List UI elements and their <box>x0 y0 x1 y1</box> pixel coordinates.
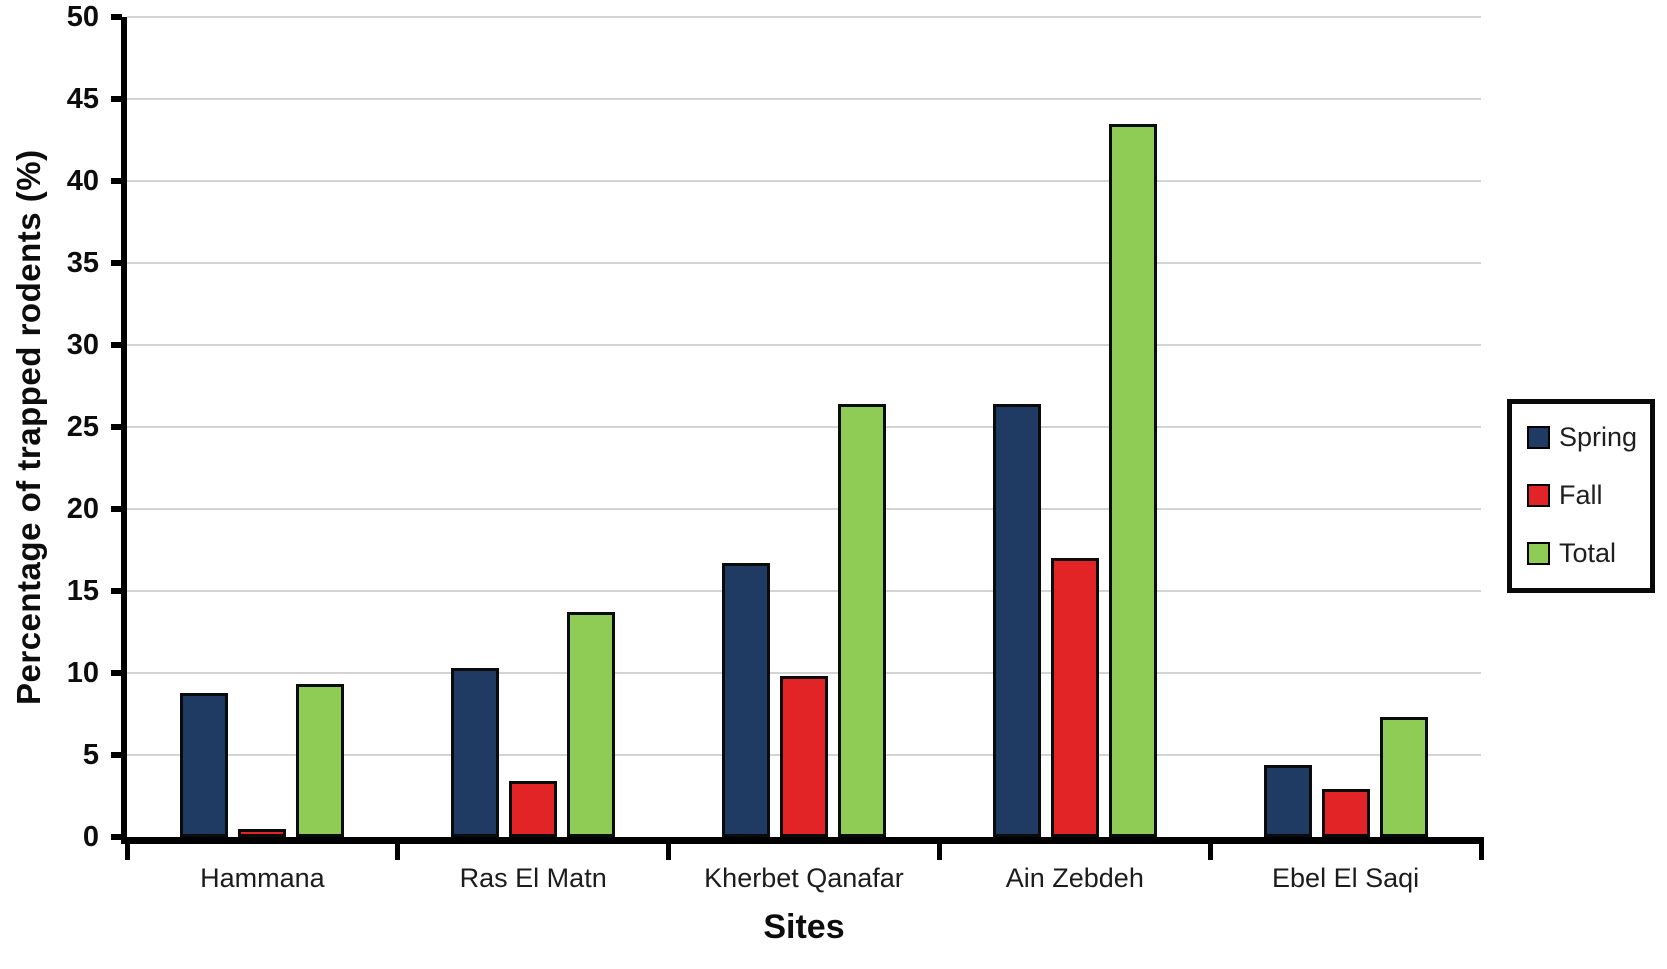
bar-fall-hammana <box>238 829 287 837</box>
legend-swatch-spring-icon <box>1527 425 1550 449</box>
x-axis-title: Sites <box>763 908 845 946</box>
legend-item-spring: Spring <box>1527 422 1640 452</box>
legend-label: Fall <box>1559 480 1603 510</box>
y-axis-tick <box>111 588 122 594</box>
bar-total-ebel-el-saqi <box>1379 717 1428 837</box>
x-axis-tick <box>395 837 401 860</box>
y-axis-tick-label: 20 <box>66 493 99 525</box>
y-axis-tick <box>111 670 122 676</box>
gridline <box>127 98 1481 100</box>
legend-item-total: Total <box>1527 538 1640 568</box>
y-axis-tick <box>111 260 122 266</box>
legend: Spring Fall Total <box>1507 399 1655 593</box>
x-axis-category-label: Kherbet Qanafar <box>704 863 904 893</box>
y-axis-tick <box>111 752 122 758</box>
y-axis-tick-label: 0 <box>82 821 99 853</box>
x-axis-category-label: Ras El Matn <box>459 863 607 893</box>
gridline <box>127 262 1481 264</box>
bar-fall-kherbet-qanafar <box>780 676 828 837</box>
y-axis-tick <box>111 14 122 20</box>
bar-total-hammana <box>296 684 345 837</box>
bar-fall-ebel-el-saqi <box>1321 789 1370 837</box>
y-axis-tick-label: 50 <box>66 1 99 33</box>
bar-spring-ras-el-matn <box>451 668 500 837</box>
gridline <box>127 344 1481 346</box>
y-axis-tick-label: 40 <box>66 165 99 197</box>
bar-total-ain-zebdeh <box>1108 124 1157 837</box>
x-axis-category-label: Ain Zebdeh <box>1005 863 1144 893</box>
legend-swatch-total-icon <box>1527 541 1550 565</box>
x-axis-category-label: Hammana <box>200 863 325 893</box>
bar-spring-kherbet-qanafar <box>722 563 770 837</box>
bar-fall-ras-el-matn <box>509 781 558 837</box>
y-axis-tick-label: 10 <box>66 657 99 689</box>
gridline <box>127 426 1481 428</box>
y-axis-tick <box>111 342 122 348</box>
legend-label: Spring <box>1559 422 1638 452</box>
y-axis-tick-label: 45 <box>66 83 99 115</box>
y-axis-tick-label: 25 <box>66 411 99 443</box>
gridline <box>127 672 1481 674</box>
bar-spring-hammana <box>180 693 229 837</box>
legend-swatch-fall-icon <box>1527 483 1550 507</box>
y-axis-tick <box>111 506 122 512</box>
y-axis-tick-label: 35 <box>66 247 99 279</box>
x-axis-tick <box>124 837 130 860</box>
x-axis-tick <box>1207 837 1213 860</box>
y-axis-tick-label: 30 <box>66 329 99 361</box>
y-axis-tick-label: 5 <box>82 739 99 771</box>
bar-fall-ain-zebdeh <box>1050 558 1099 837</box>
y-axis-tick <box>111 424 122 430</box>
plot-area: 0 5 10 15 20 25 30 35 40 45 50 Hammana Ras El Matn Kh… <box>67 1 1484 893</box>
legend-item-fall: Fall <box>1527 480 1640 510</box>
y-axis-tick-label: 15 <box>66 575 99 607</box>
x-axis-tick <box>936 837 942 860</box>
bar-spring-ain-zebdeh <box>992 404 1041 837</box>
x-axis-category-label: Ebel El Saqi <box>1272 863 1420 893</box>
y-axis-tick <box>111 178 122 184</box>
bar-total-kherbet-qanafar <box>838 404 886 837</box>
legend-label: Total <box>1559 538 1617 568</box>
gridline <box>127 590 1481 592</box>
gridline <box>127 16 1481 19</box>
x-axis-tick <box>666 837 672 860</box>
bar-spring-ebel-el-saqi <box>1263 765 1312 837</box>
y-axis-tick <box>111 834 122 840</box>
y-axis-tick <box>111 96 122 102</box>
gridline <box>127 180 1481 182</box>
bar-total-ras-el-matn <box>567 612 616 837</box>
gridline <box>127 508 1481 510</box>
x-axis-tick <box>1478 837 1484 860</box>
